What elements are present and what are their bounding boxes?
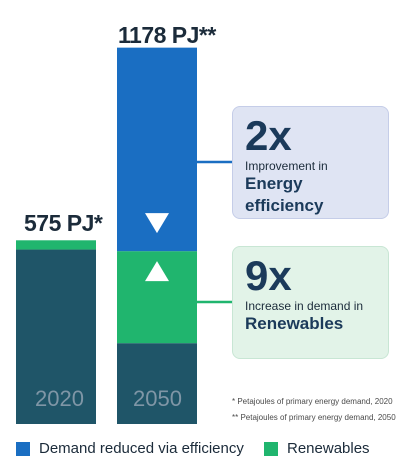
- efficiency-multiplier: 2x: [245, 112, 292, 159]
- renewables-callout: 9x Increase in demand in Renewables: [232, 246, 389, 359]
- renewables-multiplier: 9x: [245, 252, 292, 299]
- bar-total-2050: 1178 PJ**: [118, 22, 216, 48]
- legend-label-efficiency: Demand reduced via efficiency: [39, 440, 244, 457]
- legend: Demand reduced via efficiency Renewables: [0, 440, 400, 460]
- legend-swatch-renewables: [264, 441, 278, 456]
- footnote-2050: ** Petajoules of primary energy demand, …: [232, 413, 396, 422]
- down-arrow-icon: [145, 213, 169, 234]
- legend-swatch-efficiency: [16, 441, 30, 456]
- efficiency-caption: Improvement in: [245, 159, 328, 173]
- efficiency-emphasis: Energy efficiency: [245, 174, 324, 215]
- bar-2050-base: [117, 343, 197, 424]
- legend-item-renewables: Renewables: [264, 440, 370, 457]
- legend-label-renewables: Renewables: [287, 440, 370, 457]
- renewables-caption: Increase in demand in: [245, 299, 364, 313]
- legend-item-efficiency: Demand reduced via efficiency: [16, 440, 244, 457]
- efficiency-callout: 2x Improvement in Energy efficiency: [232, 106, 389, 219]
- footnote-2020: * Petajoules of primary energy demand, 2…: [232, 397, 393, 406]
- bar-2020-base: [16, 249, 96, 424]
- up-arrow-icon: [145, 261, 169, 282]
- year-label-2020: 2020: [35, 386, 84, 411]
- renewables-emphasis: Renewables: [245, 314, 344, 333]
- year-label-2050: 2050: [133, 386, 182, 411]
- bar-total-2020: 575 PJ*: [24, 210, 103, 236]
- bar-2020-renewables: [16, 240, 96, 250]
